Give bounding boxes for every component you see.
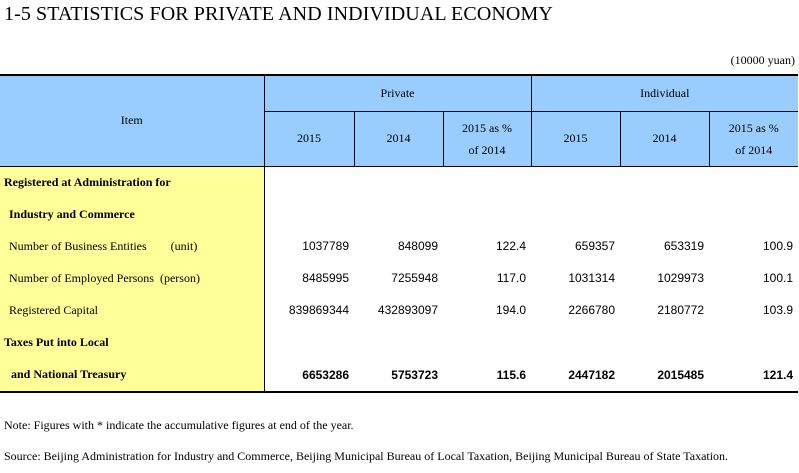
header-private: Private	[264, 74, 532, 112]
cell-value: 1029973	[657, 271, 705, 285]
cell-value: 1031314	[568, 271, 616, 285]
cell-value	[709, 166, 798, 198]
header-pct-line2: of 2014	[735, 142, 773, 157]
header-individual-2015: 2015	[531, 111, 621, 167]
header-pct-line2: of 2014	[468, 142, 506, 157]
cell-value: 1037789	[302, 239, 349, 253]
cell-value	[620, 198, 709, 230]
header-pct-line1: 2015 as %	[462, 120, 513, 135]
unit-label: (10000 yuan)	[730, 53, 795, 67]
row-label: Registered Capital	[0, 294, 265, 326]
cell-value	[443, 326, 531, 358]
cell-value	[531, 166, 620, 198]
cell-value	[354, 198, 443, 230]
cell-value	[264, 198, 354, 230]
header-pct-line1: 2015 as %	[728, 120, 779, 135]
footnote: Note: Figures with * indicate the accumu…	[4, 418, 354, 432]
table-row: Registered Capital 839869344 432893097 1…	[0, 294, 798, 326]
page-title: 1-5 STATISTICS FOR PRIVATE AND INDIVIDUA…	[4, 3, 553, 25]
header-item: Item	[0, 74, 265, 167]
table-row: Number of Employed Persons (person) 8485…	[0, 262, 798, 294]
cell-value: 653319	[663, 239, 705, 253]
cell-value: 2266780	[568, 303, 616, 317]
cell-value: 100.9	[763, 239, 794, 253]
cell-value: 122.4	[496, 239, 527, 253]
row-label: Industry and Commerce	[0, 198, 265, 230]
cell-value	[354, 166, 443, 198]
header-private-2014: 2014	[354, 111, 444, 167]
cell-value: 432893097	[377, 303, 438, 317]
cell-value: 8485995	[302, 271, 349, 285]
cell-value	[443, 198, 531, 230]
cell-value	[443, 166, 531, 198]
table-row: Registered at Administration for	[0, 166, 798, 198]
cell-value	[354, 326, 443, 358]
cell-value: 7255948	[391, 271, 438, 285]
row-label: Taxes Put into Local	[0, 326, 265, 358]
header-individual-2014: 2014	[620, 111, 710, 167]
cell-value	[709, 198, 798, 230]
table-row: Taxes Put into Local	[0, 326, 798, 358]
cell-value	[709, 326, 798, 358]
cell-value	[620, 166, 709, 198]
cell-value	[264, 326, 354, 358]
cell-value: 117.0	[496, 271, 527, 285]
row-label: Number of Employed Persons (person)	[0, 262, 265, 294]
source-note: Source: Beijing Administration for Indus…	[4, 449, 729, 463]
row-label: Registered at Administration for	[0, 166, 265, 198]
statistics-table: Item Private Individual 2015 2014 2015 a…	[0, 74, 799, 393]
cell-value: 839869344	[288, 303, 349, 317]
header-individual-pct: 2015 as % of 2014	[709, 111, 799, 167]
cell-value	[620, 326, 709, 358]
cell-value: 2180772	[657, 303, 705, 317]
cell-value: 2447182	[531, 358, 621, 393]
row-label: and National Treasury	[0, 358, 265, 393]
header-individual: Individual	[531, 74, 799, 112]
cell-value: 848099	[397, 239, 438, 253]
table-row: Industry and Commerce	[0, 198, 798, 230]
cell-value: 100.1	[763, 271, 794, 285]
header-private-2015: 2015	[264, 111, 355, 167]
row-label: Number of Business Entities (unit)	[0, 230, 265, 262]
cell-value: 121.4	[709, 358, 799, 393]
table-row: Number of Business Entities (unit) 10377…	[0, 230, 798, 262]
cell-value	[531, 326, 620, 358]
cell-value: 115.6	[443, 358, 532, 393]
cell-value: 194.0	[496, 303, 527, 317]
header-private-pct: 2015 as % of 2014	[443, 111, 532, 167]
cell-value	[531, 198, 620, 230]
table-row: and National Treasury 6653286 5753723 11…	[0, 358, 799, 393]
cell-value: 103.9	[763, 303, 794, 317]
cell-value: 5753723	[354, 358, 443, 393]
cell-value: 659357	[574, 239, 616, 253]
cell-value	[264, 166, 354, 198]
cell-value: 6653286	[264, 358, 354, 393]
cell-value: 2015485	[620, 358, 710, 393]
